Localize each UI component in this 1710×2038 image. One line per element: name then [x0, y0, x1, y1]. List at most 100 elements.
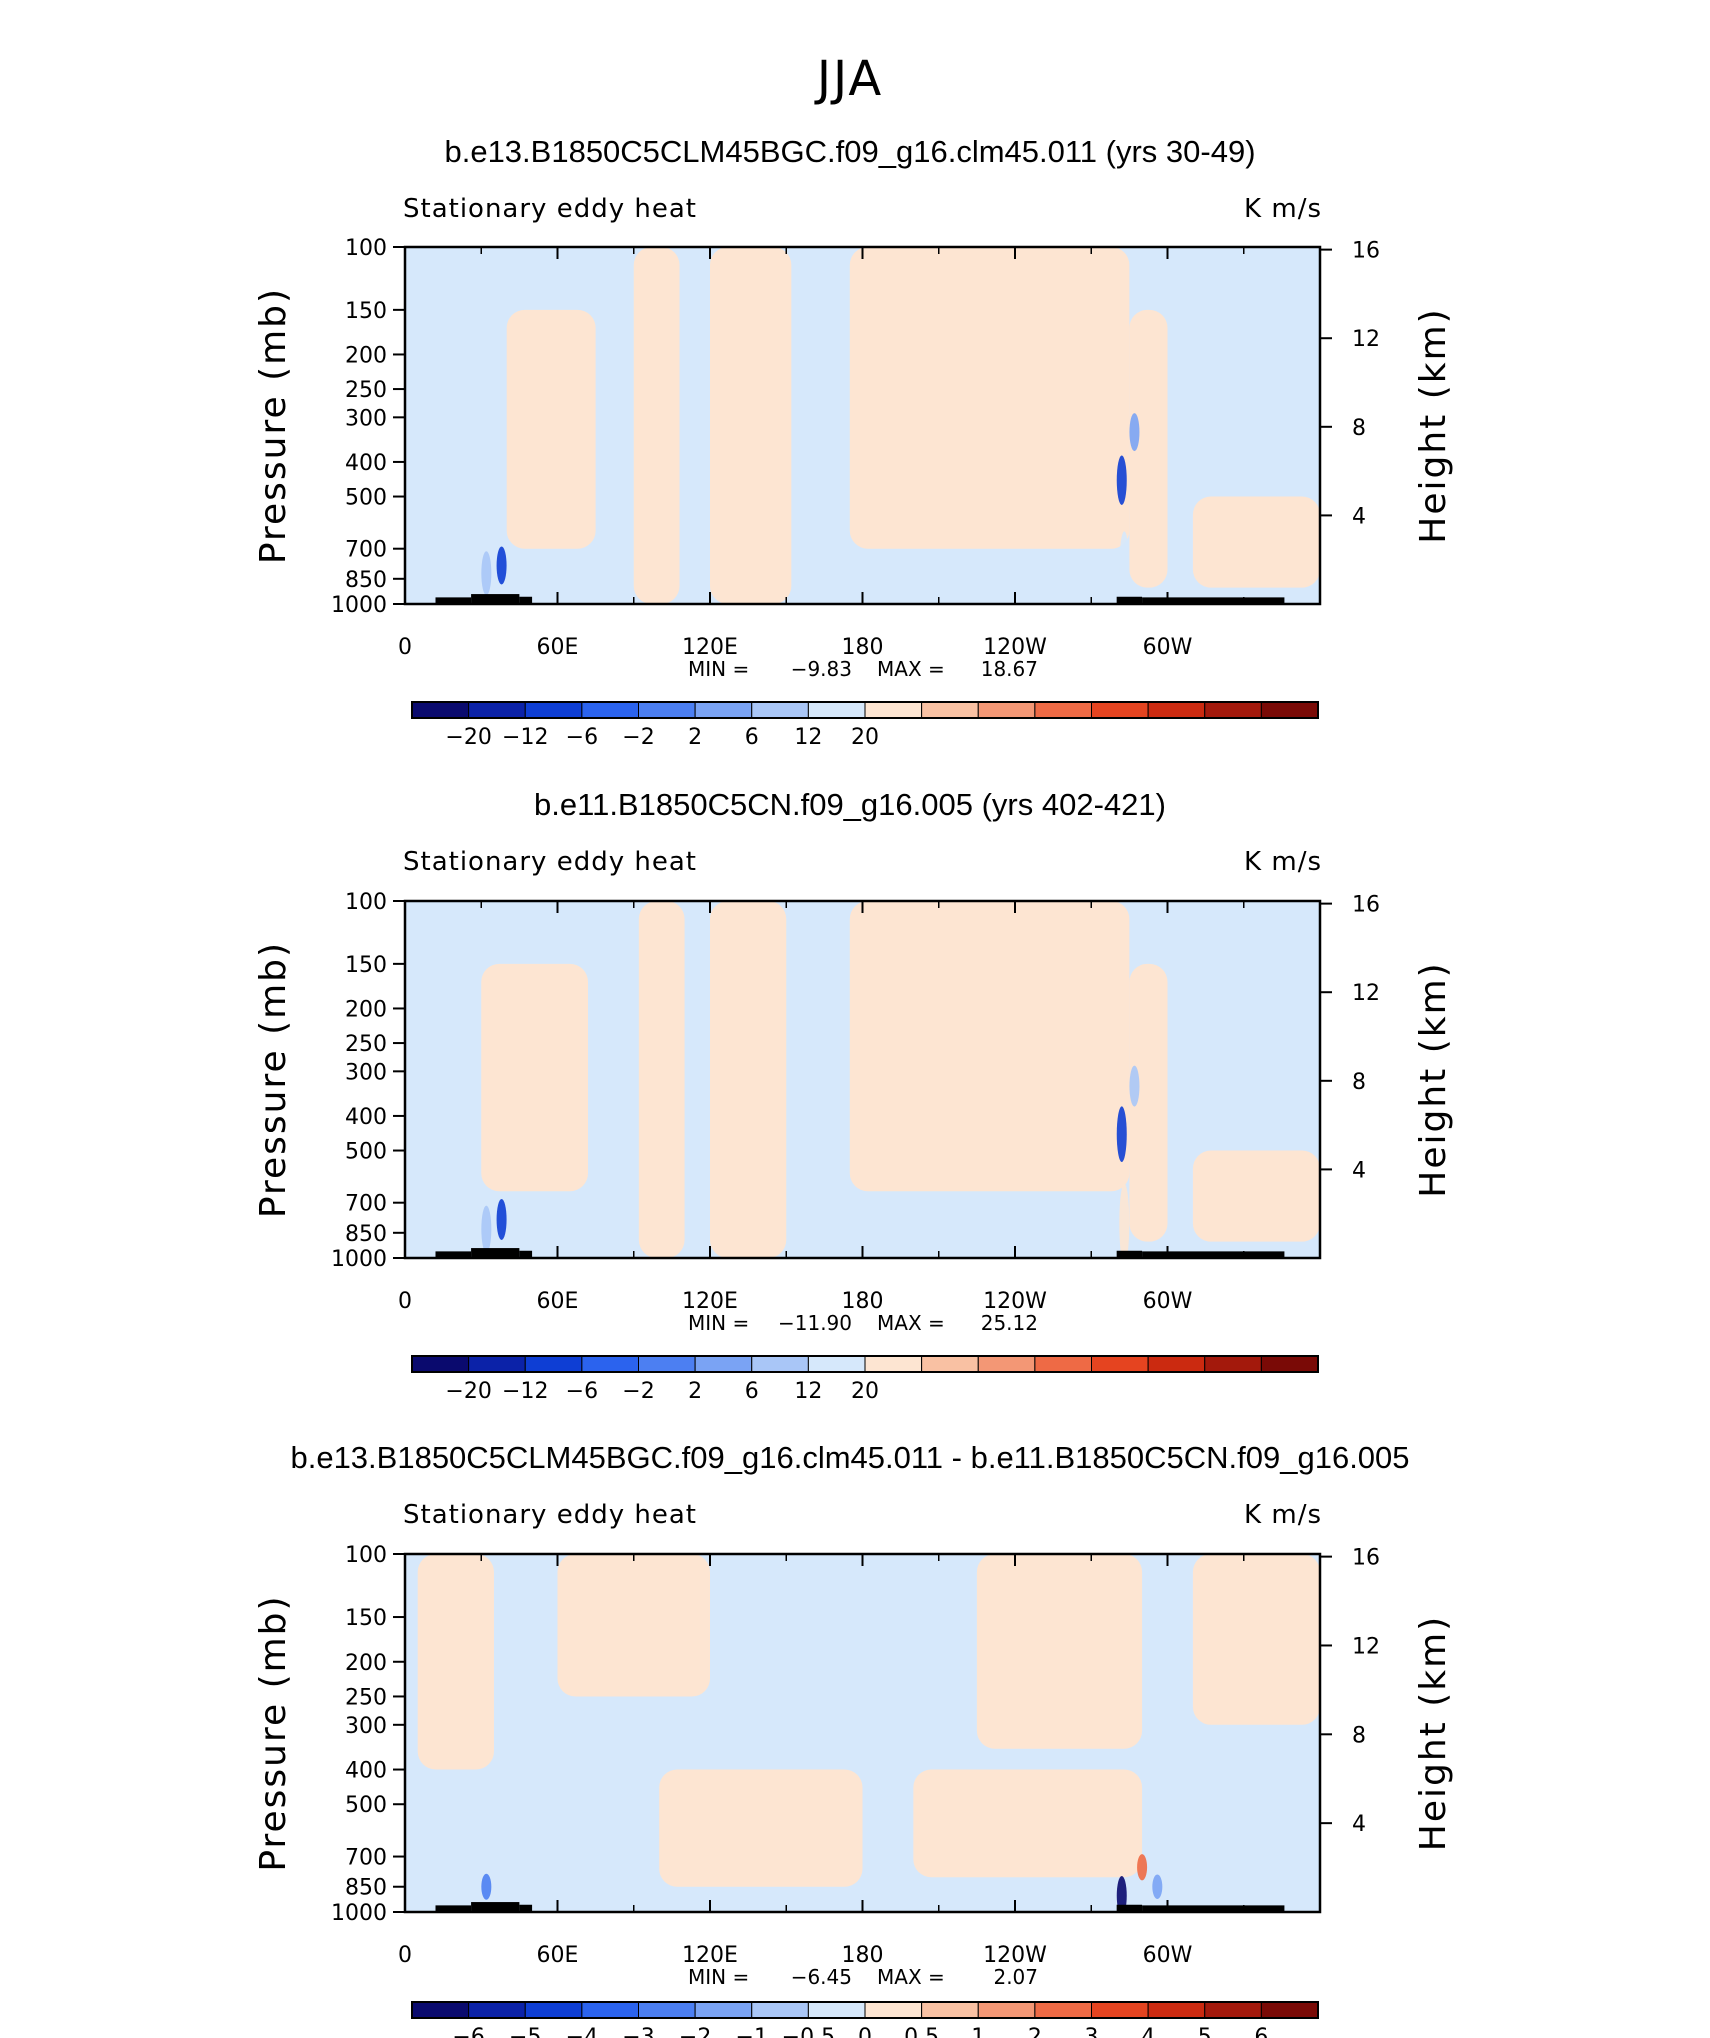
extreme-feature	[1137, 1854, 1148, 1881]
colorbar-label: −20	[445, 1379, 491, 1404]
units-label: K m/s	[1244, 1500, 1322, 1530]
pressure-tick-label: 250	[345, 1685, 387, 1710]
pressure-tick-label: 400	[345, 1105, 387, 1130]
pressure-tick-label: 150	[345, 953, 387, 978]
height-tick-label: 4	[1352, 504, 1366, 529]
colorbar-label: 2	[688, 725, 702, 750]
lon-tick-label: 60E	[537, 1943, 579, 1968]
colorbar-swatch	[1260, 2001, 1319, 2019]
lon-tick-label: 60W	[1143, 635, 1193, 660]
lon-tick-label: 180	[842, 1943, 884, 1968]
colorbar-label: −3	[622, 2025, 654, 2038]
colorbar-swatch	[581, 1355, 639, 1373]
colorbar-label: 20	[851, 725, 879, 750]
colorbar-swatch	[921, 2001, 979, 2019]
pressure-tick-label: 100	[345, 1543, 387, 1568]
pressure-tick-label: 300	[345, 406, 387, 431]
colorbar-swatch	[1034, 1355, 1092, 1373]
topography-mask	[435, 597, 472, 604]
colorbar-swatch	[638, 701, 696, 719]
contour-region	[710, 901, 787, 1258]
colorbar-label: 0.5	[904, 2025, 939, 2038]
colorbar-label: 12	[794, 1379, 822, 1404]
lon-tick-label: 0	[398, 635, 412, 660]
colorbar-label: −5	[509, 2025, 541, 2038]
variable-label: Stationary eddy heat	[403, 1500, 697, 1530]
topography-mask	[1116, 1904, 1143, 1912]
units-label: K m/s	[1244, 194, 1322, 224]
y-axis-title: Pressure (mb)	[253, 1594, 294, 1871]
colorbar-swatch	[864, 1355, 923, 1373]
height-tick-label: 12	[1352, 1634, 1380, 1659]
contour-region	[710, 247, 792, 604]
colorbar-swatch	[581, 2001, 639, 2019]
pressure-tick-label: 500	[345, 1140, 387, 1165]
chart-panel-2: b.e11.B1850C5CN.f09_g16.005 (yrs 402-421…	[253, 787, 1454, 1404]
pressure-tick-label: 100	[345, 236, 387, 261]
topography-mask	[435, 1905, 472, 1912]
colorbar-swatch	[751, 701, 809, 719]
figure-title: JJA	[814, 51, 883, 107]
colorbar-swatch	[694, 2001, 753, 2019]
colorbar-swatch	[921, 701, 979, 719]
contour-region	[849, 247, 1130, 549]
lon-tick-label: 120E	[682, 635, 738, 660]
height-tick-label: 16	[1352, 239, 1380, 264]
colorbar-label: 2	[688, 1379, 702, 1404]
topography-mask	[1116, 596, 1143, 604]
panel-title: b.e11.B1850C5CN.f09_g16.005 (yrs 402-421…	[534, 787, 1166, 822]
min-label: MIN =	[688, 1965, 749, 1989]
colorbar-swatch	[1147, 701, 1206, 719]
colorbar-label: 5	[1198, 2025, 1212, 2038]
colorbar-swatch	[864, 701, 923, 719]
contour-region	[638, 901, 685, 1258]
panel-title: b.e13.B1850C5CLM45BGC.f09_g16.clm45.011 …	[444, 134, 1255, 169]
extreme-feature	[1119, 1183, 1130, 1258]
extreme-feature	[496, 546, 507, 585]
colorbar-label: −2	[679, 2025, 711, 2038]
colorbar-swatch	[694, 1355, 753, 1373]
colorbar-swatch	[977, 1355, 1036, 1373]
topography-mask	[1142, 1251, 1285, 1258]
panel-title: b.e13.B1850C5CLM45BGC.f09_g16.clm45.011 …	[290, 1440, 1409, 1475]
min-value: −11.90	[778, 1311, 852, 1335]
colorbar-swatch	[1034, 701, 1092, 719]
colorbar-frame	[411, 701, 1319, 719]
y-axis-title-right: Height (km)	[1413, 1615, 1454, 1851]
height-tick-label: 12	[1352, 981, 1380, 1006]
height-tick-label: 16	[1352, 1546, 1380, 1571]
colorbar-swatch	[1147, 2001, 1206, 2019]
topography-mask	[471, 1248, 520, 1258]
colorbar-label: −2	[622, 725, 654, 750]
colorbar-swatch	[638, 2001, 696, 2019]
contour-region	[557, 1554, 710, 1697]
colorbar-swatch	[807, 1355, 866, 1373]
variable-label: Stationary eddy heat	[403, 194, 697, 224]
colorbar-swatch	[468, 2001, 526, 2019]
colorbar-label: −1	[736, 2025, 768, 2038]
colorbar-swatch	[807, 2001, 866, 2019]
colorbar-swatch	[694, 701, 753, 719]
colorbar-label: −0.5	[782, 2025, 835, 2038]
colorbar-label: 6	[1254, 2025, 1268, 2038]
lon-tick-label: 120W	[983, 635, 1047, 660]
colorbar-swatch	[638, 1355, 696, 1373]
colorbar-label: 0	[858, 2025, 872, 2038]
colorbar-label: −6	[566, 1379, 598, 1404]
height-tick-label: 8	[1352, 1070, 1366, 1095]
colorbar-swatch	[524, 2001, 583, 2019]
topography-mask	[471, 1902, 520, 1912]
topography-mask	[1142, 597, 1285, 604]
lon-tick-label: 60W	[1143, 1943, 1193, 1968]
pressure-tick-label: 1000	[331, 1901, 387, 1926]
lon-tick-label: 60W	[1143, 1289, 1193, 1314]
pressure-tick-label: 1000	[331, 1247, 387, 1272]
pressure-tick-label: 1000	[331, 593, 387, 618]
lon-tick-label: 0	[398, 1943, 412, 1968]
colorbar-swatch	[977, 2001, 1036, 2019]
contour-region	[1192, 1554, 1320, 1725]
colorbar-swatch	[1091, 701, 1149, 719]
height-tick-label: 16	[1352, 893, 1380, 918]
pressure-tick-label: 700	[345, 538, 387, 563]
